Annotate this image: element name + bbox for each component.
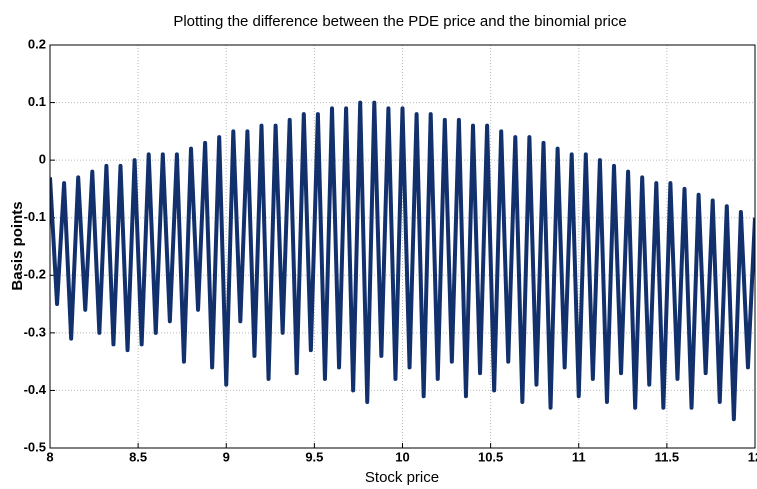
x-tick-label: 11 bbox=[572, 449, 586, 464]
y-tick-label: 0.1 bbox=[28, 94, 46, 109]
y-tick-label: 0.2 bbox=[28, 36, 46, 51]
y-tick-label: -0.3 bbox=[24, 324, 46, 339]
y-tick-label: -0.4 bbox=[24, 382, 47, 397]
chart-title: Plotting the difference between the PDE … bbox=[173, 13, 626, 30]
x-tick-label: 8.5 bbox=[129, 449, 147, 464]
x-tick-label: 9.5 bbox=[305, 449, 323, 464]
x-tick-label: 9 bbox=[223, 449, 230, 464]
y-tick-label: -0.2 bbox=[24, 267, 46, 282]
data-line bbox=[50, 100, 755, 422]
x-tick-label: 10 bbox=[395, 449, 409, 464]
y-tick-label: -0.5 bbox=[24, 439, 46, 454]
y-tick-label: 0 bbox=[39, 152, 46, 167]
y-axis-label: Basis points bbox=[9, 201, 26, 290]
axes-frame bbox=[49, 44, 756, 449]
x-tick-label: 12 bbox=[748, 449, 757, 464]
x-tick-label: 10.5 bbox=[478, 449, 503, 464]
y-tick-label: -0.1 bbox=[24, 209, 46, 224]
x-axis-label: Stock price bbox=[365, 469, 439, 486]
x-tick-label: 11.5 bbox=[655, 449, 680, 464]
x-tick-label: 8 bbox=[46, 449, 53, 464]
